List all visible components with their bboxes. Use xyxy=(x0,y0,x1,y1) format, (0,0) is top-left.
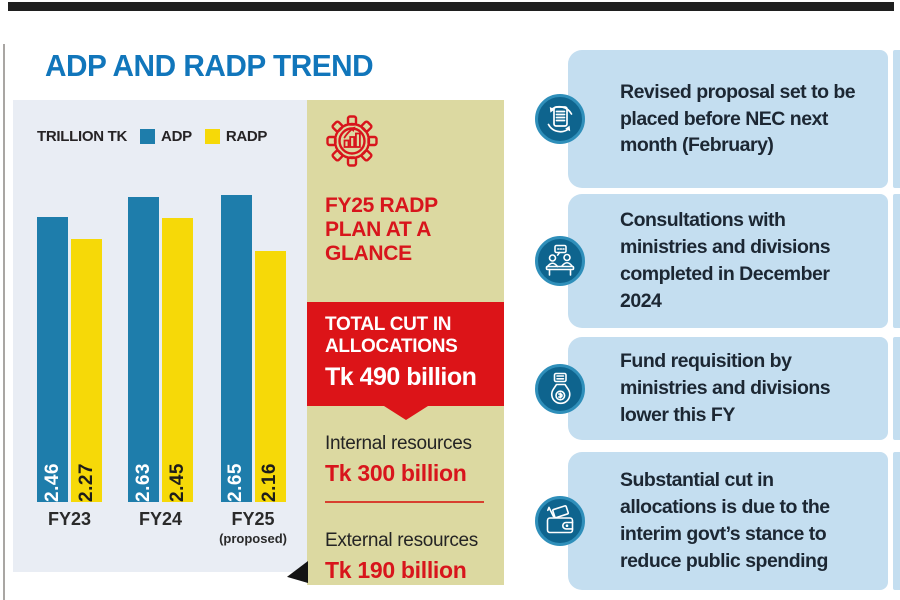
total-cut-banner: TOTAL CUT IN ALLOCATIONS Tk 490 billion xyxy=(307,302,504,407)
bar-value-label: 2.16 xyxy=(259,463,281,502)
total-cut-value: Tk 490 billion xyxy=(325,362,477,391)
bar-groups: 2.46 2.27 FY23 2.63 2.45 xyxy=(37,192,287,546)
note-revised-proposal: Revised proposal set to be placed before… xyxy=(535,50,900,188)
note-consultations: Consultations with ministries and divisi… xyxy=(535,194,900,328)
consultation-meeting-icon xyxy=(534,235,586,287)
bar-value-label: 2.65 xyxy=(225,463,247,502)
bar-group-fy25: 2.65 2.16 FY25 (proposed) xyxy=(219,192,287,546)
bar-radp-fy24: 2.45 xyxy=(162,218,194,502)
page-title: ADP AND RADP TREND xyxy=(45,48,374,83)
notes-column: Revised proposal set to be placed before… xyxy=(533,50,900,590)
adp-legend-label: ADP xyxy=(161,128,192,145)
external-resources-value: Tk 190 billion xyxy=(325,557,467,584)
plan-panel-title: FY25 RADP PLAN AT A GLANCE xyxy=(325,194,438,266)
top-border-rule xyxy=(8,2,894,11)
bar-chart-panel: TRILLION TK ADP RADP 2.46 2.27 xyxy=(13,100,307,572)
fy25-radp-plan-panel: FY25 RADP PLAN AT A GLANCE TOTAL CUT IN … xyxy=(287,100,504,585)
gear-chart-icon xyxy=(325,114,379,168)
note-substantial-cut: Substantial cut in allocations is due to… xyxy=(535,452,900,590)
bar-radp-fy23: 2.27 xyxy=(71,239,102,502)
bar-adp-fy24: 2.63 xyxy=(128,197,160,502)
document-refresh-icon xyxy=(534,93,586,145)
bar-value-label: 2.45 xyxy=(166,463,188,502)
bar-value-label: 2.27 xyxy=(75,463,97,502)
wallet-icon xyxy=(534,495,586,547)
bar-radp-fy25: 2.16 xyxy=(254,251,286,502)
note-text: Revised proposal set to be placed before… xyxy=(620,80,856,157)
chart-legend: TRILLION TK ADP RADP xyxy=(37,128,267,145)
radp-legend-swatch xyxy=(204,129,220,144)
legend-item-adp: ADP xyxy=(140,128,192,145)
note-text: Fund requisition by ministries and divis… xyxy=(620,350,831,426)
fund-money-bag-icon xyxy=(534,363,586,415)
bar-adp-fy23: 2.46 xyxy=(37,217,68,502)
bar-group-fy23: 2.46 2.27 FY23 xyxy=(37,192,102,546)
bar-value-label: 2.46 xyxy=(41,463,63,502)
x-axis-label-fy25: FY25 xyxy=(231,509,275,529)
legend-item-radp: RADP xyxy=(204,128,268,145)
note-text: Consultations with ministries and divisi… xyxy=(620,209,831,312)
x-axis-label-fy23: FY23 xyxy=(47,509,92,529)
bar-adp-fy25: 2.65 xyxy=(220,195,252,502)
bar-value-label: 2.63 xyxy=(132,463,154,502)
x-axis-label-fy24: FY24 xyxy=(139,509,183,529)
internal-resources-value: Tk 300 billion xyxy=(325,460,467,487)
bar-group-fy24: 2.63 2.45 FY24 xyxy=(128,192,194,546)
note-text: Substantial cut in allocations is due to… xyxy=(620,469,830,572)
external-resources-label: External resources xyxy=(325,530,479,552)
adp-legend-swatch xyxy=(140,129,156,144)
total-cut-label: TOTAL CUT IN ALLOCATIONS xyxy=(325,314,458,357)
x-axis-footnote-proposed: (proposed) xyxy=(219,531,287,546)
chart-unit-label: TRILLION TK xyxy=(37,128,128,145)
internal-resources-label: Internal resources xyxy=(325,433,472,455)
resources-divider xyxy=(325,501,484,504)
left-border-rule xyxy=(3,44,5,600)
radp-legend-label: RADP xyxy=(225,128,268,145)
note-fund-requisition: Fund requisition by ministries and divis… xyxy=(535,337,900,440)
